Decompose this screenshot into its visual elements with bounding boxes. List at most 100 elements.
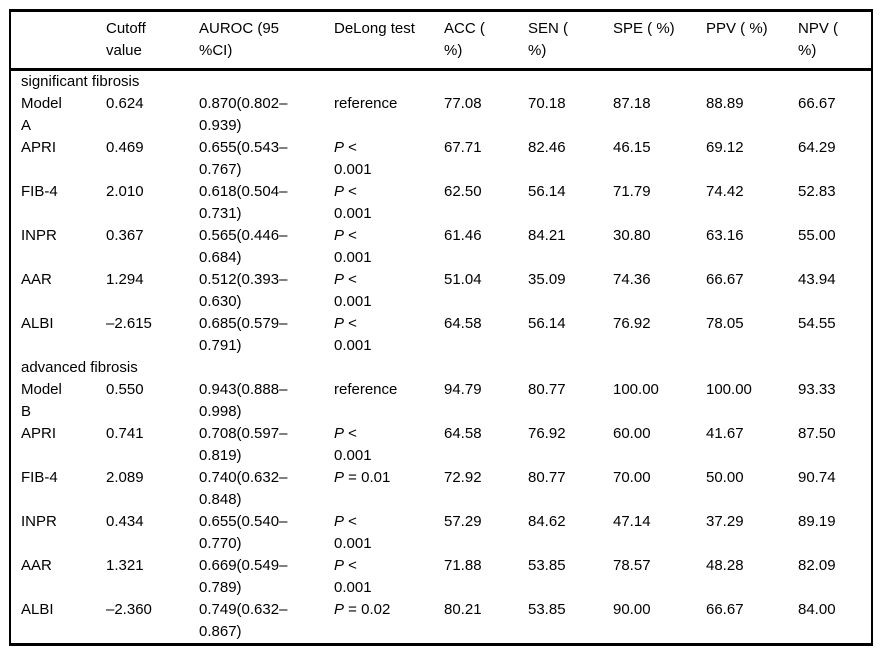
cell-spe: 71.79 [613, 183, 651, 200]
cell-spe: 70.00 [613, 469, 651, 486]
table-row: Model B 0.550 0.943(0.888– 0.998) reference… [10, 379, 872, 423]
cell-model-name: INPR [21, 513, 57, 530]
cell-acc: 67.71 [444, 139, 482, 156]
cell-delong-test: reference [334, 381, 398, 398]
cell-auroc: 0.512(0.393– 0.630) [199, 271, 288, 310]
cell-cutoff-value: 0.624 [106, 95, 144, 112]
cell-npv: 89.19 [798, 513, 836, 530]
table-row: Model A 0.624 0.870(0.802– 0.939) reference… [10, 93, 872, 137]
cell-acc: 94.79 [444, 381, 482, 398]
cell-sen: 35.09 [528, 271, 566, 288]
cell-sen: 82.46 [528, 139, 566, 156]
cell-model-name: AAR [21, 271, 52, 288]
cell-auroc: 0.655(0.543– 0.767) [199, 139, 288, 178]
cell-npv: 52.83 [798, 183, 836, 200]
cell-ppv: 78.05 [706, 315, 744, 332]
cell-delong-test: P < 0.001 [334, 513, 372, 552]
cell-auroc: 0.565(0.446– 0.684) [199, 227, 288, 266]
cell-delong-test: P < 0.001 [334, 425, 372, 464]
cell-model-name: Model A [21, 95, 62, 134]
table-row: APRI 0.741 0.708(0.597– 0.819) P < 0.001 64.… [10, 423, 872, 467]
cell-sen: 53.85 [528, 557, 566, 574]
cell-delong-test: reference [334, 95, 398, 112]
cell-model-name: APRI [21, 139, 57, 156]
cell-acc: 80.21 [444, 601, 482, 618]
cell-ppv: 66.67 [706, 601, 744, 618]
cell-acc: 72.92 [444, 469, 482, 486]
cell-sen: 56.14 [528, 183, 566, 200]
cell-ppv: 41.67 [706, 425, 744, 442]
cell-auroc: 0.749(0.632– 0.867) [199, 601, 288, 640]
cell-npv: 54.55 [798, 315, 836, 332]
cell-cutoff-value: 0.367 [106, 227, 144, 244]
cell-spe: 47.14 [613, 513, 651, 530]
section-label-row: significant fibrosis [10, 70, 872, 94]
table-row: APRI 0.469 0.655(0.543– 0.767) P < 0.001 67.… [10, 137, 872, 181]
cell-acc: 71.88 [444, 557, 482, 574]
cell-ppv: 48.28 [706, 557, 744, 574]
cell-auroc: 0.708(0.597– 0.819) [199, 425, 288, 464]
header-row: Cutoff value AUROC (95 %CI) DeLong test … [10, 10, 872, 71]
cell-cutoff-value: 0.434 [106, 513, 144, 530]
cell-sen: 76.92 [528, 425, 566, 442]
cell-spe: 90.00 [613, 601, 651, 618]
cell-npv: 64.29 [798, 139, 836, 156]
cell-acc: 51.04 [444, 271, 482, 288]
cell-delong-test: P < 0.001 [334, 227, 372, 266]
cell-spe: 30.80 [613, 227, 651, 244]
cell-npv: 90.74 [798, 469, 836, 486]
diagnostic-performance-table: Cutoff value AUROC (95 %CI) DeLong test … [9, 9, 873, 646]
cell-delong-test: P < 0.001 [334, 139, 372, 178]
cell-sen: 56.14 [528, 315, 566, 332]
section-label: significant fibrosis [21, 73, 140, 90]
col-header-acc: ACC ( %) [444, 10, 528, 71]
table-body: significant fibrosis Model A 0.624 0.870(0.… [10, 70, 872, 645]
cell-npv: 84.00 [798, 601, 836, 618]
cell-npv: 43.94 [798, 271, 836, 288]
cell-acc: 61.46 [444, 227, 482, 244]
cell-delong-test: P < 0.001 [334, 557, 372, 596]
table-row: AAR 1.321 0.669(0.549– 0.789) P < 0.001 71.8… [10, 555, 872, 599]
cell-ppv: 100.00 [706, 381, 752, 398]
cell-auroc: 0.740(0.632– 0.848) [199, 469, 288, 508]
cell-ppv: 63.16 [706, 227, 744, 244]
cell-sen: 84.21 [528, 227, 566, 244]
cell-spe: 78.57 [613, 557, 651, 574]
cell-model-name: FIB-4 [21, 469, 58, 486]
cell-cutoff-value: –2.615 [106, 315, 152, 332]
cell-acc: 64.58 [444, 425, 482, 442]
cell-sen: 84.62 [528, 513, 566, 530]
table-row: ALBI –2.360 0.749(0.632– 0.867) P = 0.02 80.… [10, 599, 872, 645]
col-header-spe: SPE ( %) [613, 10, 706, 71]
cell-ppv: 69.12 [706, 139, 744, 156]
cell-auroc: 0.655(0.540– 0.770) [199, 513, 288, 552]
table-header: Cutoff value AUROC (95 %CI) DeLong test … [10, 10, 872, 71]
cell-delong-test: P < 0.001 [334, 271, 372, 310]
cell-model-name: INPR [21, 227, 57, 244]
cell-model-name: ALBI [21, 315, 54, 332]
cell-cutoff-value: 0.469 [106, 139, 144, 156]
cell-model-name: AAR [21, 557, 52, 574]
cell-auroc: 0.943(0.888– 0.998) [199, 381, 288, 420]
cell-npv: 66.67 [798, 95, 836, 112]
cell-cutoff-value: 0.550 [106, 381, 144, 398]
cell-cutoff-value: 1.321 [106, 557, 144, 574]
cell-auroc: 0.618(0.504– 0.731) [199, 183, 288, 222]
cell-ppv: 74.42 [706, 183, 744, 200]
cell-delong-test: P = 0.02 [334, 601, 391, 618]
table-row: INPR 0.367 0.565(0.446– 0.684) P < 0.001 61.… [10, 225, 872, 269]
col-header-delong-test: DeLong test [334, 10, 444, 71]
col-header-auroc: AUROC (95 %CI) [199, 10, 334, 71]
cell-model-name: FIB-4 [21, 183, 58, 200]
cell-cutoff-value: 2.089 [106, 469, 144, 486]
cell-acc: 77.08 [444, 95, 482, 112]
cell-npv: 93.33 [798, 381, 836, 398]
cell-auroc: 0.685(0.579– 0.791) [199, 315, 288, 354]
cell-spe: 87.18 [613, 95, 651, 112]
col-header-npv: NPV ( %) [798, 10, 872, 71]
cell-spe: 60.00 [613, 425, 651, 442]
cell-model-name: ALBI [21, 601, 54, 618]
cell-model-name: Model B [21, 381, 62, 420]
cell-delong-test: P < 0.001 [334, 183, 372, 222]
